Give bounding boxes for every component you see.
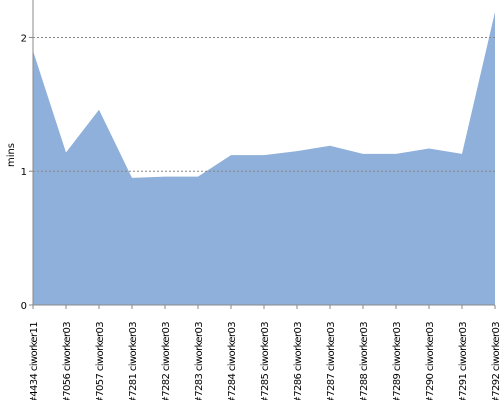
y-tick-label: 1 [21,167,27,178]
x-tick-label: #7056 ciworker03 [62,322,73,400]
x-tick-label: #7282 ciworker03 [161,322,172,400]
x-tick-label: #7284 ciworker03 [227,322,238,400]
x-tick-label: #7289 ciworker03 [392,322,403,400]
x-tick-label: #7291 ciworker03 [458,322,469,400]
x-tick-label: #7286 ciworker03 [293,322,304,400]
x-tick-label: #7285 ciworker03 [260,322,271,400]
y-axis-label: mins [6,143,17,167]
x-tick-label: #4434 ciworker11 [29,322,40,400]
x-tick-label: #7057 ciworker03 [95,322,106,400]
x-tick-label: #7287 ciworker03 [326,322,337,400]
area [33,12,495,306]
y-tick-label: 2 [21,33,27,44]
x-tick-label: #7290 ciworker03 [425,322,436,400]
x-tick-label: #7283 ciworker03 [194,322,205,400]
x-tick-label: #7281 ciworker03 [128,322,139,400]
y-tick-label: 0 [21,301,27,312]
x-tick-label: #7288 ciworker03 [359,322,370,400]
x-tick-label: #7292 ciworker03 [491,322,500,400]
